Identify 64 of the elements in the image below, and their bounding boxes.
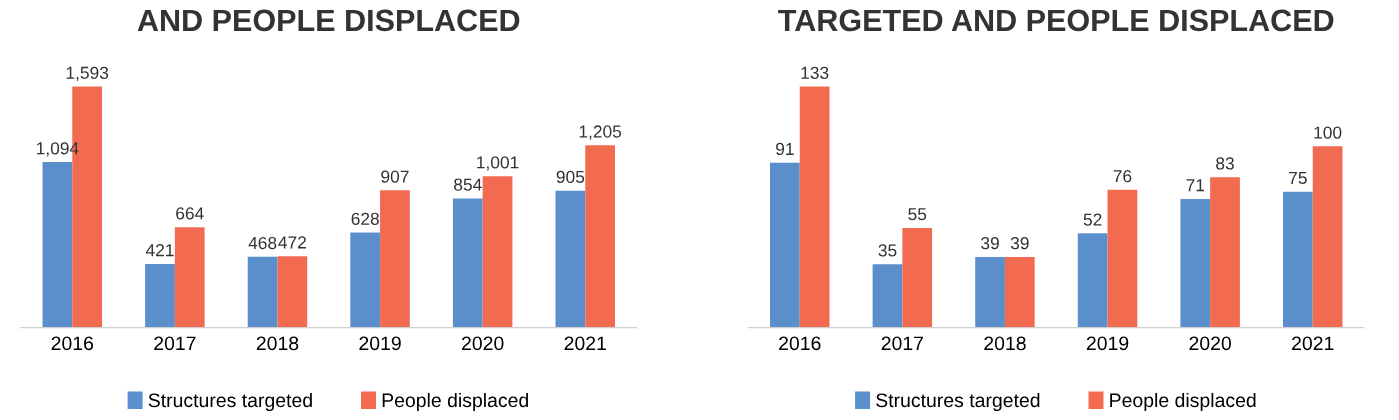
data-label: 905 bbox=[556, 170, 585, 184]
bar bbox=[145, 263, 175, 328]
data-label: 39 bbox=[981, 237, 999, 250]
data-label: 83 bbox=[1216, 157, 1234, 170]
bar bbox=[380, 190, 410, 328]
bar bbox=[555, 190, 586, 328]
bar bbox=[1107, 189, 1138, 328]
data-label: 907 bbox=[381, 170, 409, 183]
x-tick-label: 2017 bbox=[881, 336, 924, 351]
bar bbox=[452, 198, 483, 328]
data-label: 39 bbox=[1010, 237, 1029, 250]
x-tick-label: 2021 bbox=[1292, 336, 1334, 351]
data-label: 133 bbox=[801, 66, 829, 79]
bar bbox=[1210, 177, 1240, 328]
bar bbox=[770, 162, 800, 328]
legend-label: People displaced bbox=[382, 392, 528, 412]
x-tick-label: 2016 bbox=[779, 336, 821, 351]
data-label: 421 bbox=[145, 244, 174, 257]
bar bbox=[277, 256, 308, 328]
x-tick-label: 2021 bbox=[564, 336, 606, 351]
legend-label: Structures targeted bbox=[148, 392, 312, 412]
bar bbox=[482, 176, 513, 328]
chart-title: TARGETED AND PEOPLE DISPLACED bbox=[778, 9, 1334, 32]
bar bbox=[872, 264, 903, 328]
bar bbox=[247, 256, 278, 328]
data-label: 75 bbox=[1289, 171, 1307, 185]
bar bbox=[42, 162, 73, 328]
data-label: 472 bbox=[278, 236, 306, 249]
data-label: 35 bbox=[878, 244, 897, 257]
data-label: 1,205 bbox=[579, 125, 622, 140]
data-label: 91 bbox=[776, 142, 794, 156]
bar bbox=[799, 86, 830, 328]
x-tick-label: 2018 bbox=[984, 336, 1026, 351]
x-tick-label: 2020 bbox=[462, 336, 504, 351]
data-label: 52 bbox=[1083, 213, 1102, 226]
x-tick-label: 2016 bbox=[51, 336, 94, 351]
bar bbox=[350, 232, 381, 328]
bar bbox=[1312, 146, 1343, 328]
bar bbox=[975, 256, 1005, 328]
data-label: 1,001 bbox=[477, 156, 519, 171]
data-label: 76 bbox=[1113, 169, 1132, 183]
x-tick-label: 2018 bbox=[256, 336, 299, 351]
x-tick-label: 2019 bbox=[359, 336, 401, 351]
data-label: 664 bbox=[176, 207, 204, 220]
data-label: 628 bbox=[351, 212, 379, 225]
bar bbox=[1004, 256, 1035, 328]
bar bbox=[1077, 233, 1108, 328]
bar bbox=[585, 145, 615, 328]
x-tick-label: 2017 bbox=[154, 336, 196, 351]
x-tick-label: 2020 bbox=[1189, 336, 1231, 351]
data-label: 55 bbox=[908, 208, 927, 221]
bar bbox=[1180, 198, 1211, 328]
data-label: 854 bbox=[454, 178, 482, 191]
data-label: 100 bbox=[1314, 126, 1342, 139]
data-label: 1,593 bbox=[66, 66, 109, 82]
data-label: 468 bbox=[248, 236, 277, 250]
bar bbox=[902, 227, 933, 328]
bar bbox=[1282, 191, 1313, 328]
chart-title: AND PEOPLE DISPLACED bbox=[137, 9, 520, 32]
x-tick-label: 2019 bbox=[1086, 336, 1129, 351]
legend-label: Structures targeted bbox=[876, 392, 1040, 412]
bar bbox=[174, 227, 205, 328]
data-label: 71 bbox=[1186, 179, 1205, 192]
legend-label: People displaced bbox=[1110, 392, 1256, 412]
